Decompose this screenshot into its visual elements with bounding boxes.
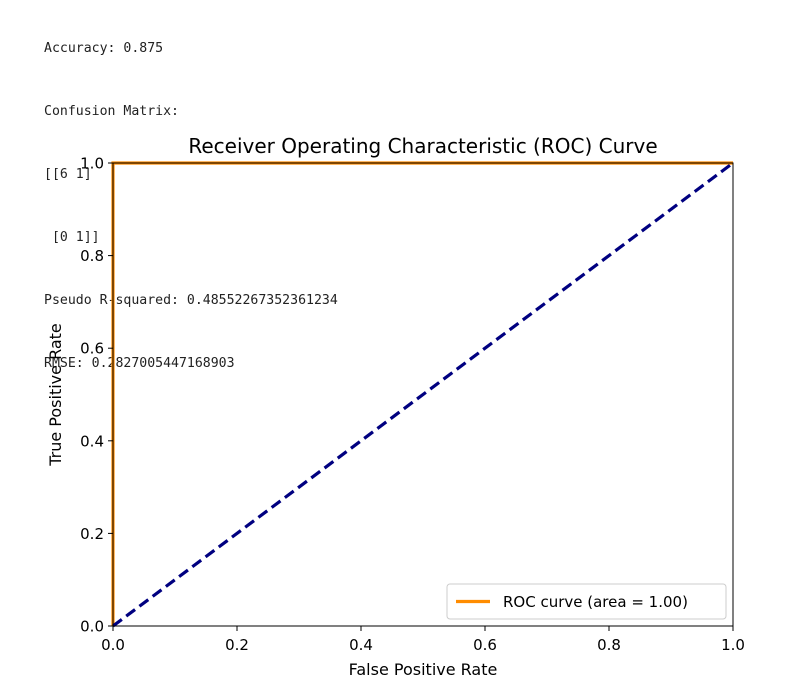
console-output: Accuracy: 0.875 Confusion Matrix: [[6 1]… <box>44 0 338 395</box>
plot-area <box>111 161 734 628</box>
x-tick-label: 0.0 <box>101 636 125 654</box>
x-tick-label: 0.8 <box>597 636 621 654</box>
y-axis-label: True Positive Rate <box>46 323 65 467</box>
console-line-pseudo-r2: Pseudo R-squared: 0.48552267352361234 <box>44 293 338 308</box>
console-line-accuracy: Accuracy: 0.875 <box>44 41 164 56</box>
x-tick-label: 1.0 <box>721 636 745 654</box>
x-tick-label: 0.4 <box>349 636 373 654</box>
legend-label: ROC curve (area = 1.00) <box>503 593 688 611</box>
y-tick-label: 0.4 <box>80 432 104 450</box>
legend: ROC curve (area = 1.00) <box>446 583 727 620</box>
console-line-matrix-row-1: [[6 1] <box>44 167 92 182</box>
axis-ticks: 0.0 0.2 0.4 0.6 0.8 1.0 0.0 0.2 0.4 0.6 0.8 1.0 <box>80 155 745 655</box>
y-tick-label: 0.2 <box>80 525 104 543</box>
console-line-matrix-row-2: [0 1]] <box>44 230 100 245</box>
x-tick-label: 0.6 <box>473 636 497 654</box>
chart-title: Receiver Operating Characteristic (ROC) … <box>188 134 657 158</box>
y-tick-label: 1.0 <box>80 155 104 173</box>
chance-diagonal-line <box>112 161 734 628</box>
y-tick-label: 0.0 <box>80 618 104 636</box>
y-tick-label: 0.6 <box>80 340 104 358</box>
x-tick-label: 0.2 <box>225 636 249 654</box>
legend-box <box>446 583 727 620</box>
y-tick-label: 0.8 <box>80 247 104 265</box>
x-axis-label: False Positive Rate <box>349 660 498 679</box>
axes-frame <box>112 162 734 627</box>
console-line-rmse: RMSE: 0.2827005447168903 <box>44 356 235 371</box>
console-line-confusion-title: Confusion Matrix: <box>44 104 179 119</box>
